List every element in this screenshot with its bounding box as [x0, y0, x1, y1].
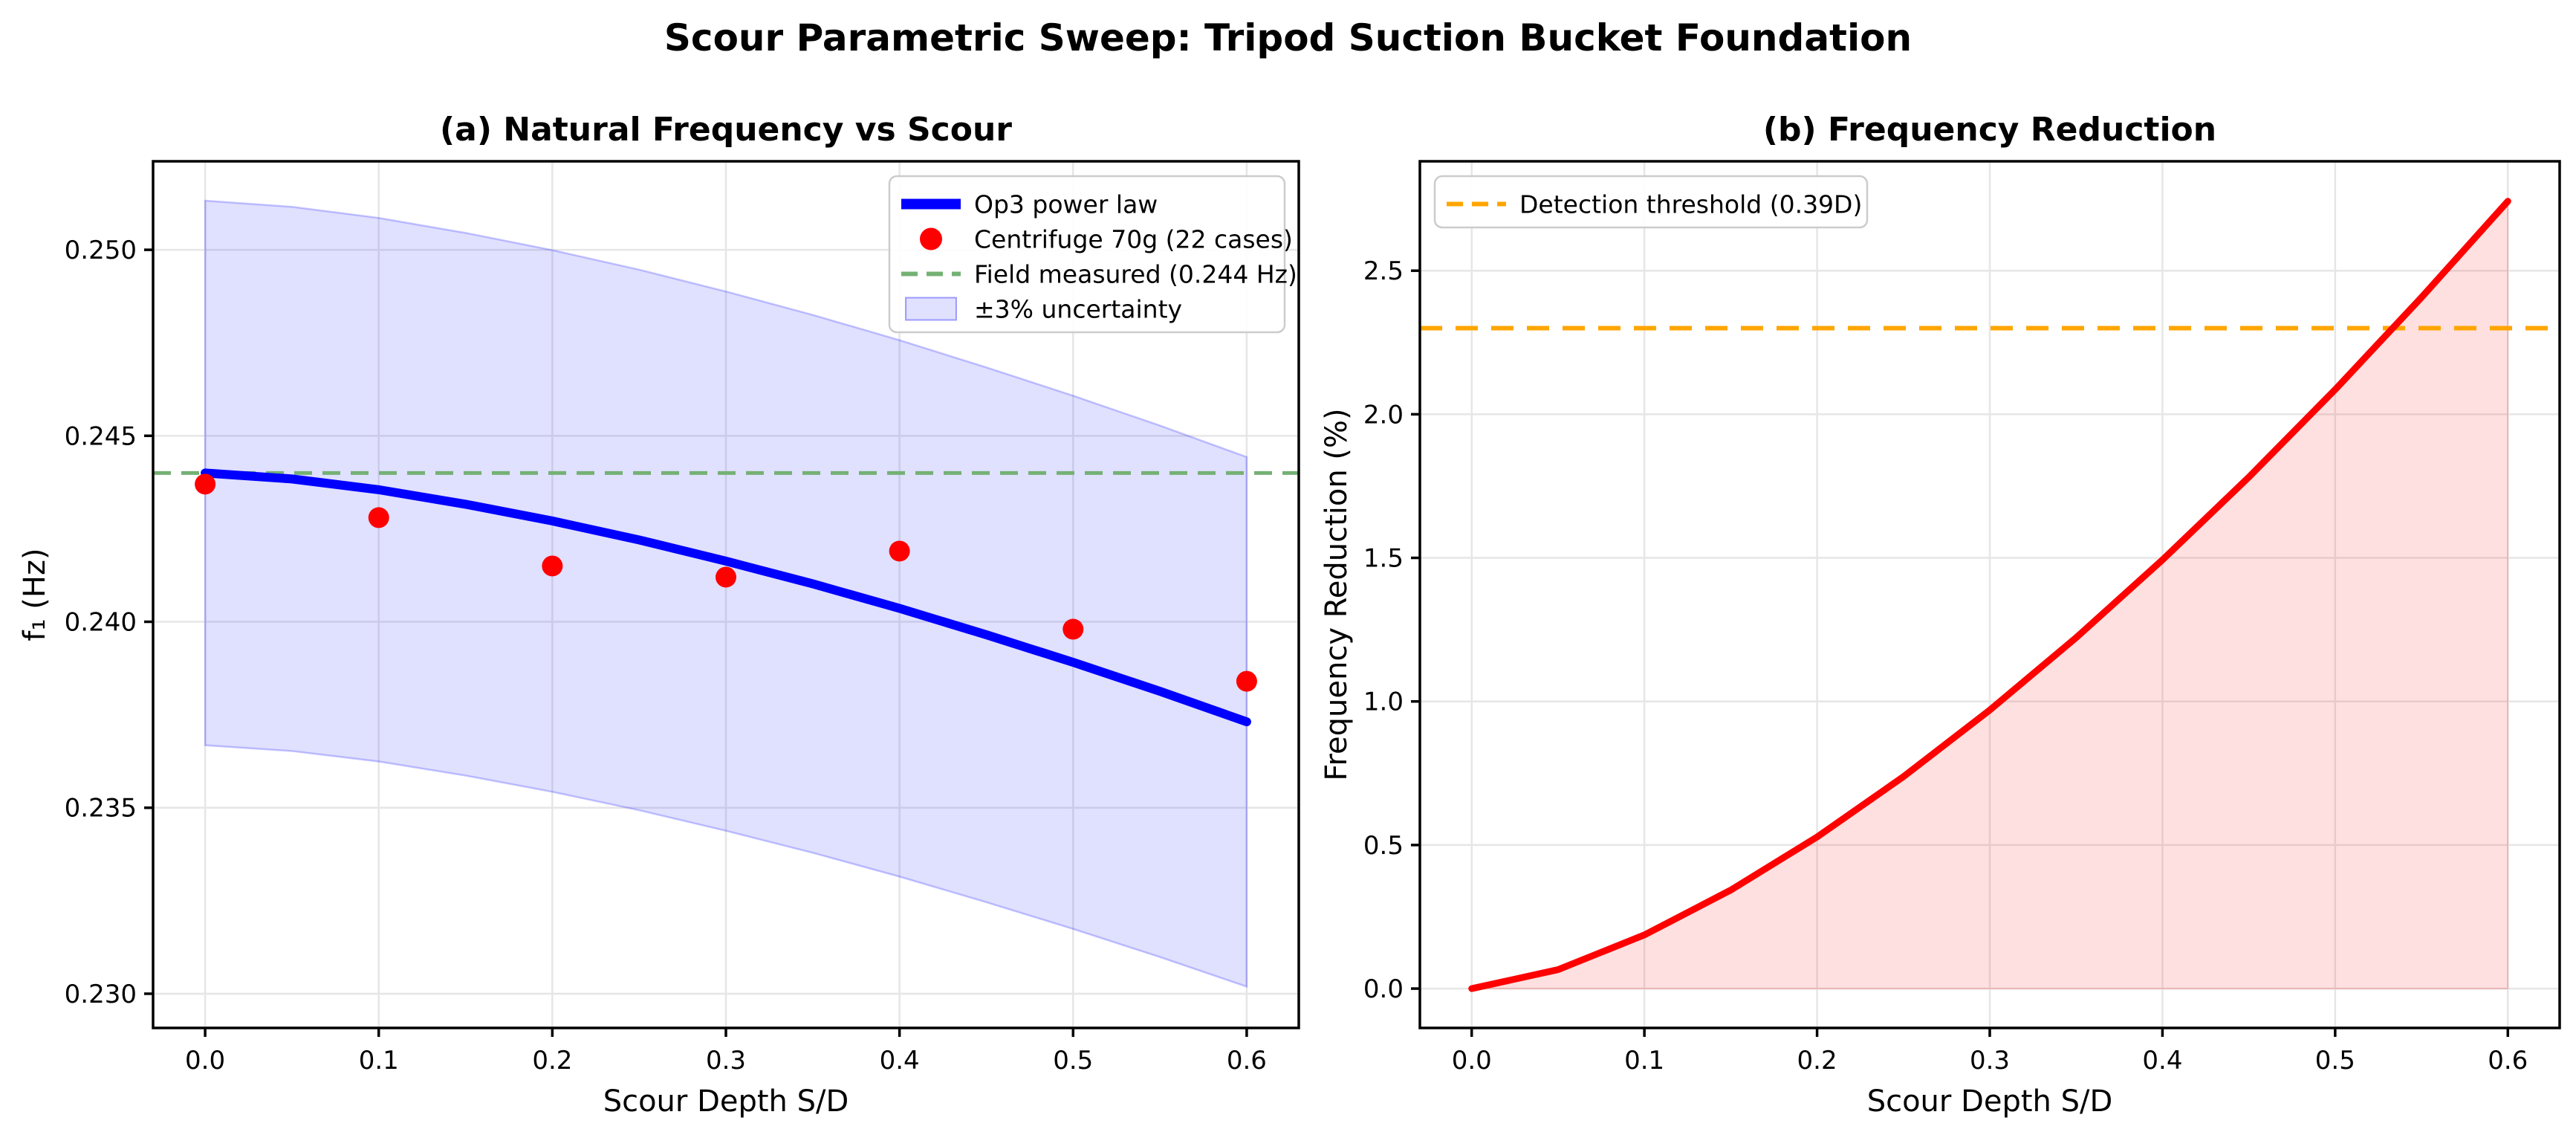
legend-box [888, 175, 1286, 334]
plot-b-xlabel: Scour Depth S/D [1867, 1084, 2113, 1119]
x-tick-label: 0.4 [880, 1046, 920, 1076]
x-tick-label: 0.5 [1053, 1046, 1093, 1076]
plot-a-op3-power-law [201, 468, 1251, 727]
figure-title: Scour Parametric Sweep: Tripod Suction B… [664, 16, 1912, 59]
x-tick-label: 0.0 [185, 1046, 225, 1076]
plot-b: 0.0 0.1 0.2 0.3 0.4 0.5 0.6 0.0 0.5 1.0 1.5 2.0 2.5 (… [1320, 111, 2561, 1119]
plot-a-legend: Op3 power law Centrifuge 70g (22 cases) Fi… [888, 175, 1297, 334]
legend-label: Detection threshold (0.39D) [1519, 190, 1862, 219]
plot-a-ticks: 0.0 0.1 0.2 0.3 0.4 0.5 0.6 0.230 0.235 0.240 0.24… [65, 236, 1267, 1076]
plot-a: 0.0 0.1 0.2 0.3 0.4 0.5 0.6 0.230 0.235 0.240 0.24… [18, 111, 1300, 1119]
x-tick-label: 0.1 [359, 1046, 399, 1076]
data-point [889, 540, 910, 562]
y-tick-label: 0.240 [65, 608, 137, 638]
legend-label: Centrifuge 70g (22 cases) [974, 225, 1293, 254]
data-point [542, 555, 563, 577]
legend-patch-handle [905, 297, 957, 321]
y-tick-label: 2.5 [1363, 256, 1404, 286]
plot-b-ticks: 0.0 0.1 0.2 0.3 0.4 0.5 0.6 0.0 0.5 1.0 1.5 2.0 2.5 [1363, 256, 2528, 1076]
legend-scatter-handle [920, 227, 942, 250]
data-point [1062, 618, 1084, 640]
data-point [1236, 670, 1257, 692]
legend-box [1433, 175, 1869, 229]
plot-a-xlabel: Scour Depth S/D [603, 1084, 849, 1119]
y-tick-label: 0.245 [65, 421, 137, 451]
x-tick-label: 0.2 [1797, 1046, 1837, 1076]
x-tick-label: 0.6 [2488, 1046, 2528, 1076]
x-tick-label: 0.1 [1624, 1046, 1664, 1076]
x-tick-label: 0.3 [1970, 1046, 2010, 1076]
plot-b-reduction-curve [1468, 198, 2511, 992]
plot-a-ylabel: f₁ (Hz) [18, 548, 52, 641]
y-tick-label: 0.235 [65, 794, 137, 824]
data-point [195, 473, 216, 495]
plot-a-title: (a) Natural Frequency vs Scour [440, 111, 1012, 149]
y-tick-label: 0.230 [65, 980, 137, 1009]
y-tick-label: 0.0 [1363, 974, 1404, 1004]
data-point [368, 507, 389, 528]
y-tick-label: 1.0 [1363, 688, 1404, 717]
plot-a-3-uncertainty [204, 199, 1248, 989]
plot-b-legend: Detection threshold (0.39D) [1433, 175, 1869, 229]
plot-a-centrifuge-70g-22-cases [195, 473, 1257, 692]
legend-label: Op3 power law [974, 190, 1158, 219]
x-tick-label: 0.6 [1227, 1046, 1267, 1076]
y-tick-label: 1.5 [1363, 544, 1404, 574]
x-tick-label: 0.5 [2315, 1046, 2355, 1076]
x-tick-label: 0.4 [2142, 1046, 2182, 1076]
y-tick-label: 2.0 [1363, 400, 1404, 430]
legend-label: ±3% uncertainty [974, 295, 1182, 324]
x-tick-label: 0.2 [532, 1046, 572, 1076]
data-point [716, 566, 736, 588]
y-tick-label: 0.250 [65, 236, 137, 265]
plot-a-grid [153, 161, 1299, 1028]
plot-b-ylabel: Frequency Reduction (%) [1320, 408, 1354, 780]
x-tick-label: 0.3 [706, 1046, 746, 1076]
plot-b-grid [1420, 161, 2560, 1028]
x-tick-label: 0.0 [1452, 1046, 1492, 1076]
y-tick-label: 0.5 [1363, 831, 1404, 861]
plot-b-title: (b) Frequency Reduction [1763, 111, 2216, 149]
legend-label: Field measured (0.244 Hz) [974, 260, 1297, 289]
